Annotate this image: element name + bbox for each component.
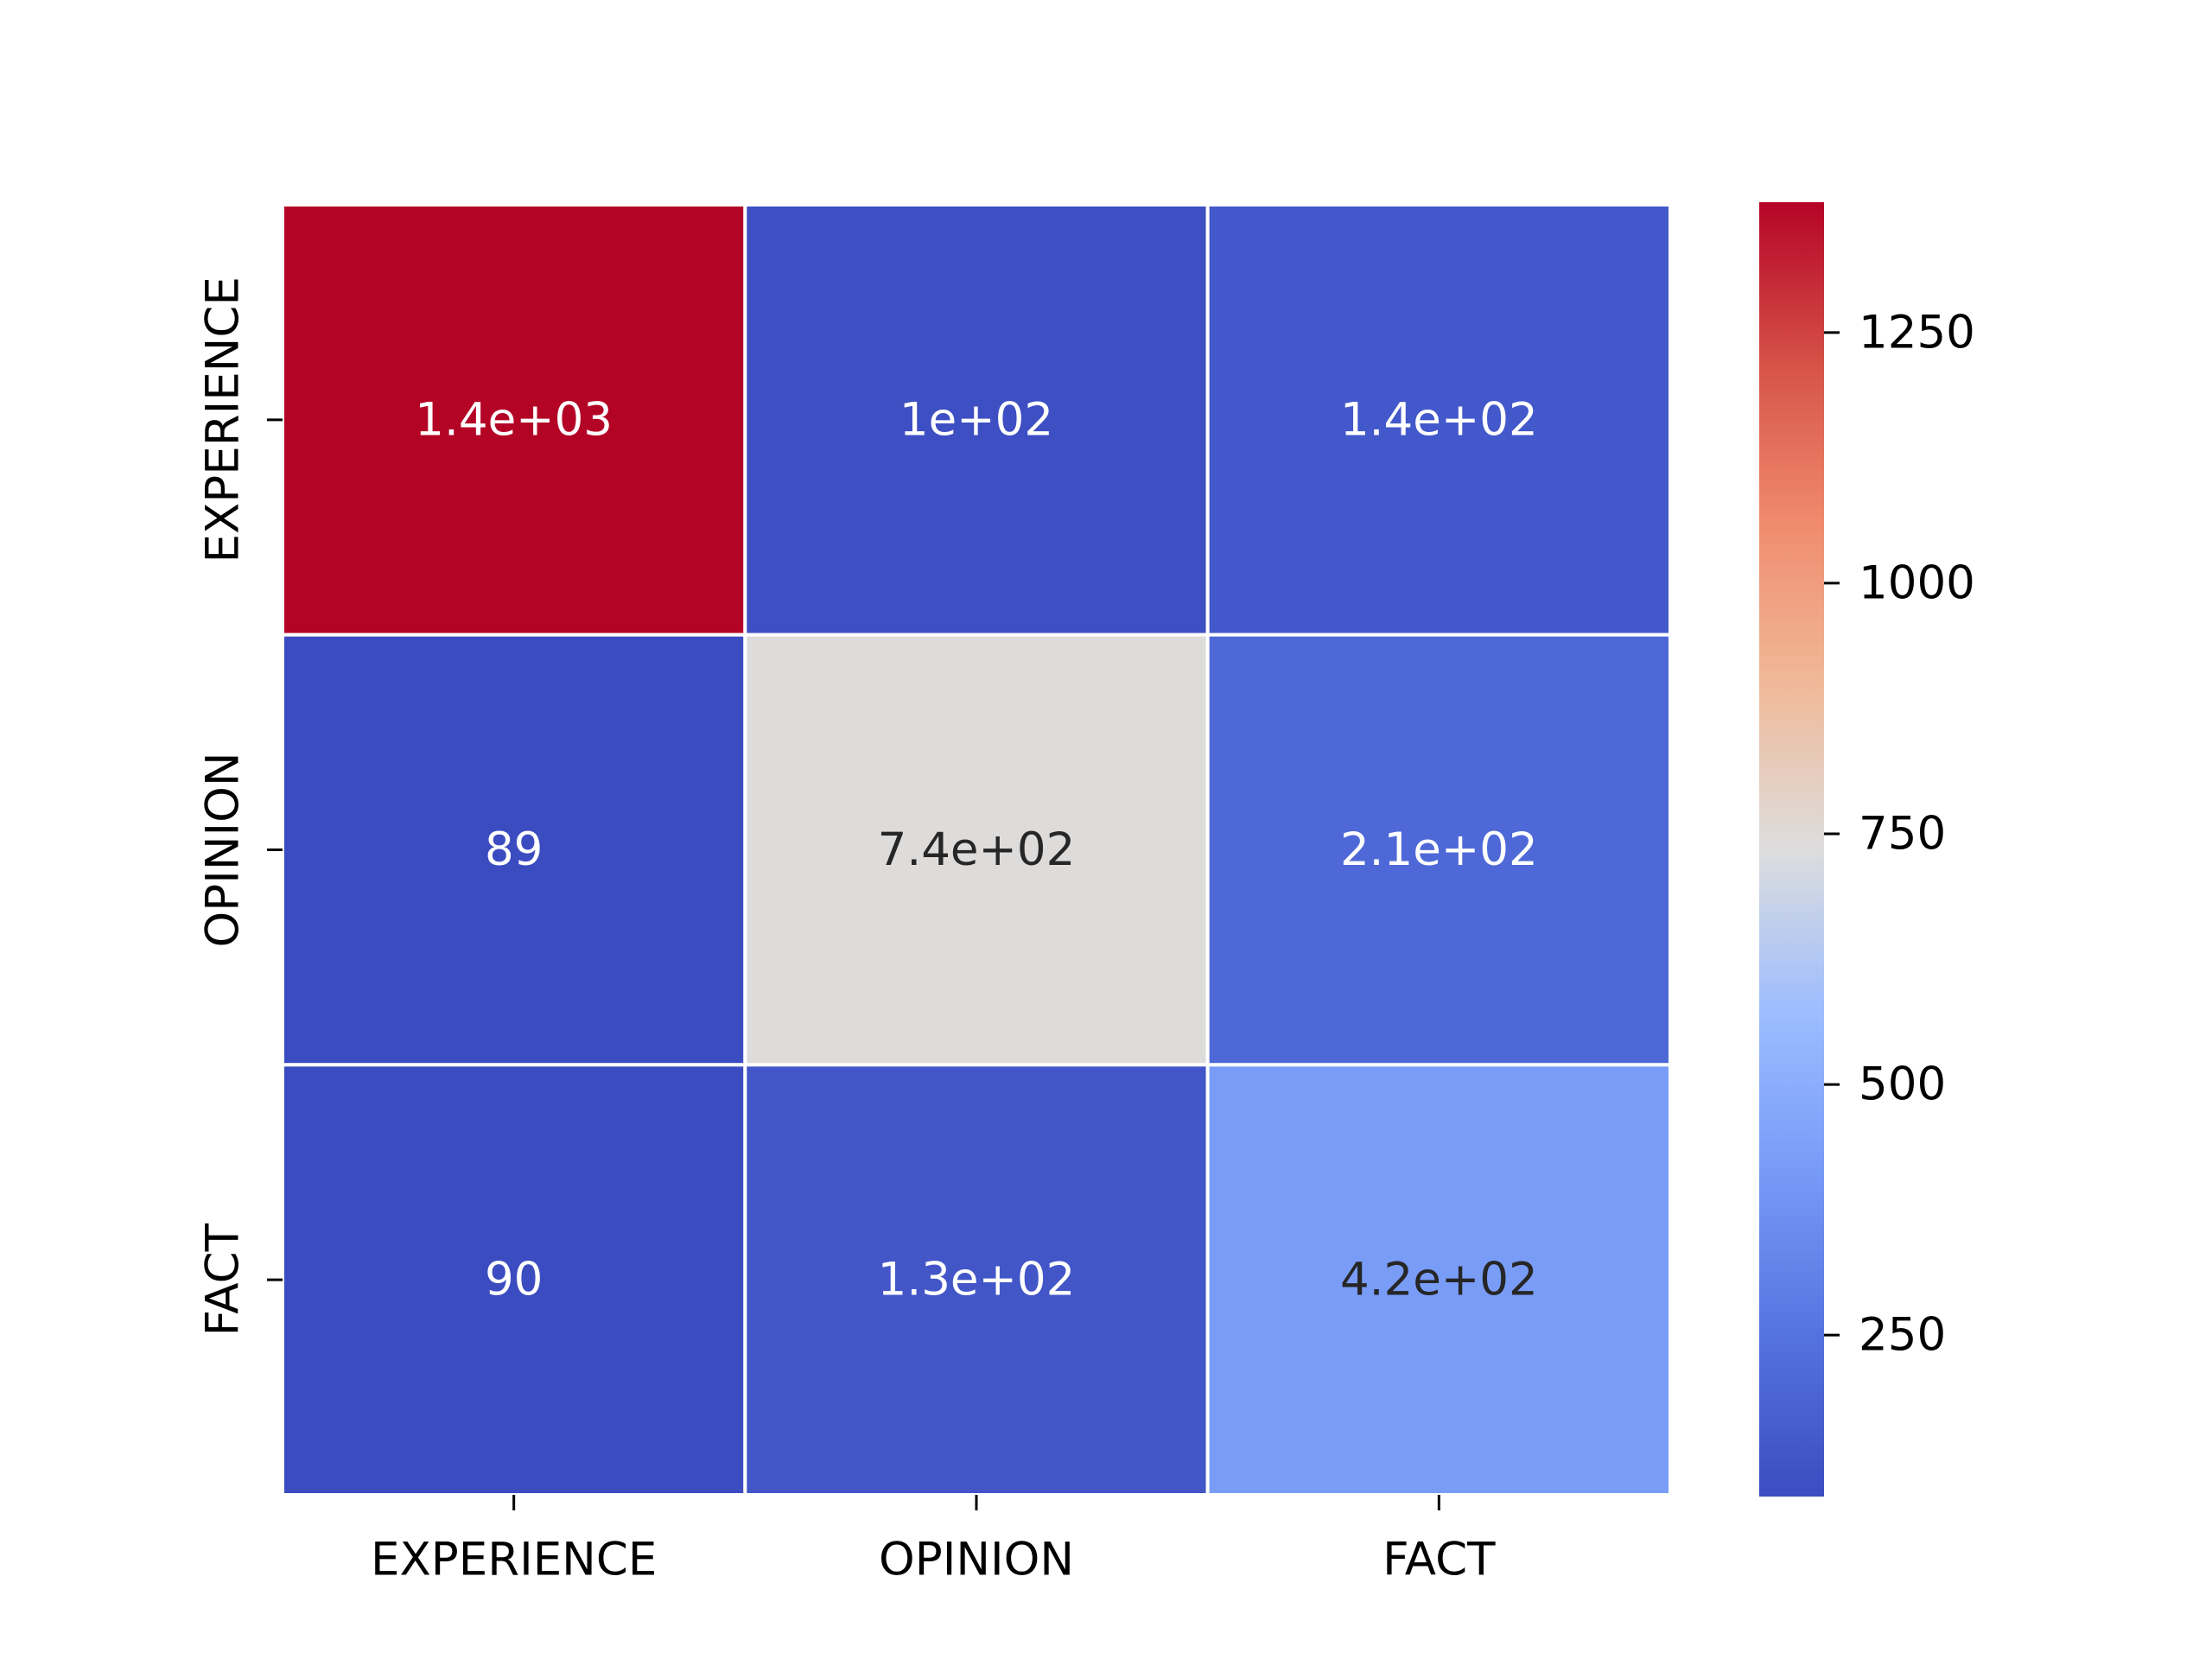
cell-annotation: 1.4e+03 <box>415 393 613 446</box>
colorbar-tick-label: 250 <box>1859 1309 1946 1362</box>
colorbar-gradient <box>1759 202 1824 1497</box>
x-tick-label: FACT <box>1382 1534 1496 1586</box>
x-tick-label: EXPERIENCE <box>371 1534 657 1586</box>
cell-annotation: 2.1e+02 <box>1340 823 1538 876</box>
heatmap-cells <box>281 203 1672 1497</box>
cell-annotation: 89 <box>485 823 543 876</box>
heatmap-cell <box>1205 203 1672 637</box>
x-tick-label: OPINION <box>879 1534 1074 1586</box>
cell-annotation: 7.4e+02 <box>878 823 1076 876</box>
heatmap-cell <box>743 1063 1210 1497</box>
y-axis: EXPERIENCE OPINION FACT <box>197 276 283 1336</box>
cell-annotation: 1.4e+02 <box>1340 393 1538 446</box>
heatmap-cell <box>1205 632 1672 1067</box>
heatmap-cell <box>743 203 1210 637</box>
x-axis: EXPERIENCE OPINION FACT <box>371 1495 1496 1586</box>
heatmap-cell <box>281 632 747 1067</box>
colorbar: 250 500 750 1000 1250 <box>1759 202 1975 1497</box>
cell-annotation: 4.2e+02 <box>1340 1254 1538 1306</box>
colorbar-tick-label: 1000 <box>1859 556 1975 609</box>
colorbar-tick-label: 1250 <box>1859 306 1975 359</box>
cell-annotation: 1.3e+02 <box>878 1254 1076 1306</box>
heatmap-cell <box>281 203 747 637</box>
cell-annotations: 1.4e+03 1e+02 1.4e+02 89 7.4e+02 2.1e+02 90 1.3… <box>415 393 1537 1306</box>
y-tick-label: EXPERIENCE <box>197 276 250 563</box>
y-tick-label: OPINION <box>197 753 250 948</box>
heatmap-cell <box>743 632 1210 1067</box>
colorbar-tick-label: 750 <box>1859 808 1946 861</box>
colorbar-tick-label: 500 <box>1859 1058 1946 1111</box>
y-tick-label: FACT <box>197 1223 250 1336</box>
cell-annotation: 1e+02 <box>899 393 1053 446</box>
cell-annotation: 90 <box>485 1254 543 1306</box>
